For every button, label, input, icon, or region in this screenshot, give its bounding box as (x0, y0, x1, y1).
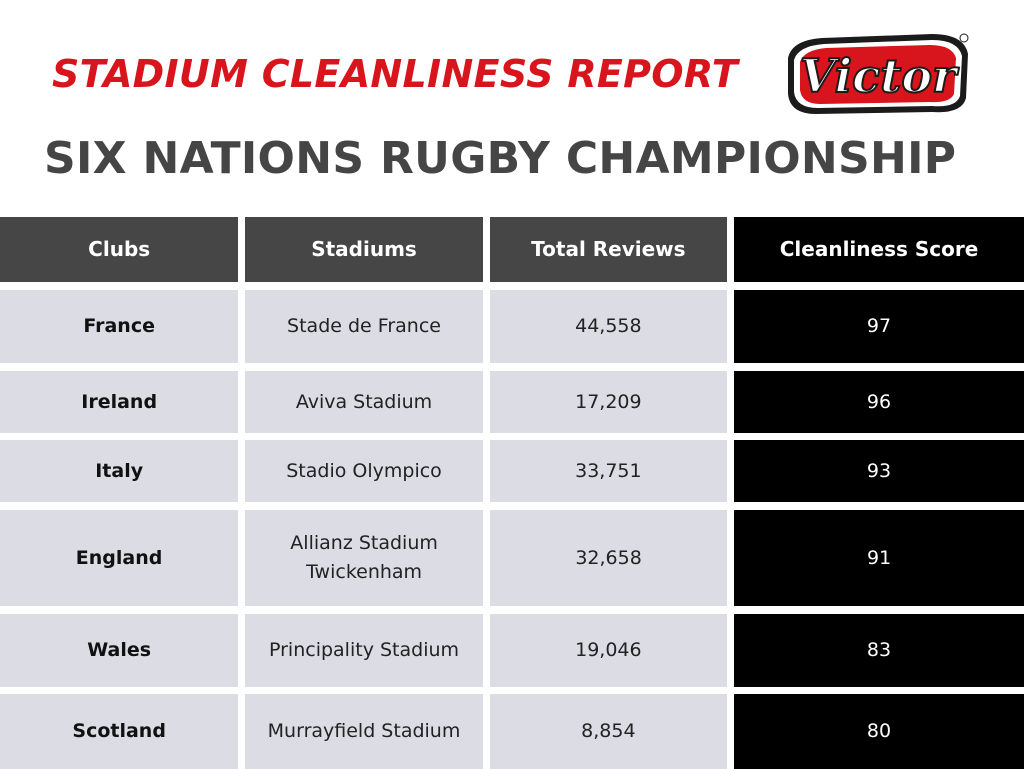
table-row: England Allianz Stadium Twickenham 32,65… (0, 510, 1024, 606)
club-cell: France (0, 290, 239, 363)
table-row: Scotland Murrayfield Stadium 8,854 80 (0, 694, 1024, 769)
table-row: France Stade de France 44,558 97 (0, 290, 1024, 363)
table-header-row: Clubs Stadiums Total Reviews Cleanliness… (0, 217, 1024, 282)
score-cell: 83 (734, 614, 1024, 687)
stadium-cell: Murrayfield Stadium (245, 694, 483, 769)
reviews-cell: 19,046 (489, 614, 728, 687)
reviews-cell: 17,209 (489, 371, 728, 433)
stadium-cell: Aviva Stadium (245, 371, 483, 433)
stadium-cell: Stadio Olympico (245, 440, 483, 502)
victor-logo: Victor (788, 33, 969, 114)
table-row: Italy Stadio Olympico 33,751 93 (0, 440, 1024, 502)
column-header-total-reviews: Total Reviews (489, 217, 728, 282)
report-title: STADIUM CLEANLINESS REPORT (52, 52, 738, 96)
score-cell: 97 (734, 290, 1024, 363)
championship-title: SIX NATIONS RUGBY CHAMPIONSHIP (44, 133, 957, 184)
score-cell: 93 (734, 440, 1024, 502)
stadium-cell: Stade de France (245, 290, 483, 363)
stadium-cell: Allianz Stadium Twickenham (245, 510, 483, 606)
table-row: Ireland Aviva Stadium 17,209 96 (0, 371, 1024, 433)
reviews-cell: 32,658 (489, 510, 728, 606)
reviews-cell: 33,751 (489, 440, 728, 502)
score-cell: 80 (734, 694, 1024, 769)
stadium-cell: Principality Stadium (245, 614, 483, 687)
reviews-cell: 44,558 (489, 290, 728, 363)
club-cell: Wales (0, 614, 239, 687)
club-cell: Scotland (0, 694, 239, 769)
svg-text:Victor: Victor (800, 49, 960, 103)
club-cell: England (0, 510, 239, 606)
reviews-cell: 8,854 (489, 694, 728, 769)
club-cell: Ireland (0, 371, 239, 433)
column-header-stadiums: Stadiums (245, 217, 483, 282)
cleanliness-table: Clubs Stadiums Total Reviews Cleanliness… (0, 217, 1024, 769)
table-row: Wales Principality Stadium 19,046 83 (0, 614, 1024, 687)
score-cell: 91 (734, 510, 1024, 606)
column-header-clubs: Clubs (0, 217, 239, 282)
club-cell: Italy (0, 440, 239, 502)
column-header-cleanliness-score: Cleanliness Score (734, 217, 1024, 282)
score-cell: 96 (734, 371, 1024, 433)
